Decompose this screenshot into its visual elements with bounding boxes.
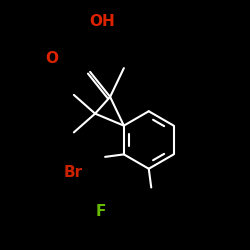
Text: OH: OH — [89, 14, 115, 29]
Text: Br: Br — [64, 165, 83, 180]
Text: F: F — [96, 204, 106, 219]
Text: O: O — [45, 51, 58, 66]
